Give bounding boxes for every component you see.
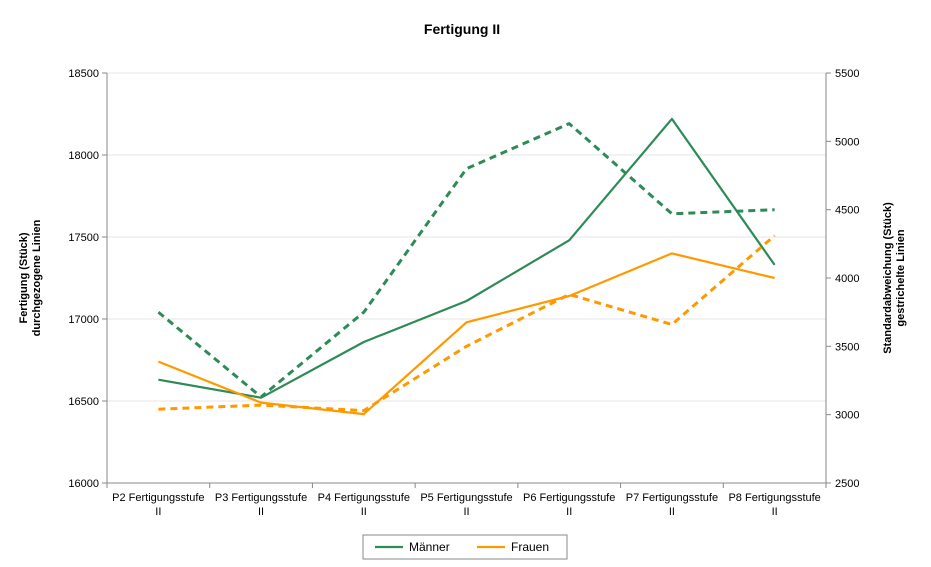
y-right-tick-label: 4000 xyxy=(835,273,859,285)
x-tick-label: P4 Fertigungsstufe II xyxy=(318,492,410,518)
y-left-tick-label: 16000 xyxy=(68,478,99,490)
y-left-tick-label: 18500 xyxy=(68,68,99,80)
y-left-tick-label: 17500 xyxy=(68,232,99,244)
x-tick-label: P7 Fertigungsstufe II xyxy=(626,492,718,518)
grid-lines xyxy=(107,72,826,402)
m-nner-series-line xyxy=(158,117,776,399)
y-left-tick-label: 17000 xyxy=(68,314,99,326)
legend: Männer Frauen xyxy=(362,534,568,560)
y-right-tick-label: 3500 xyxy=(835,341,859,353)
y-left-tick-label: 16500 xyxy=(68,396,99,408)
y-left-axis-title: Fertigung (Stück)durchgezogene Linien xyxy=(18,219,43,336)
x-tick-label: P8 Fertigungsstufe II xyxy=(728,492,820,518)
y-right-tick-label: 5500 xyxy=(835,68,859,80)
std-dev-3-series-line xyxy=(158,234,776,413)
y-right-tick-label: 3000 xyxy=(835,410,859,422)
frauen-series-line xyxy=(157,252,775,416)
y-right-tick-label: 2500 xyxy=(835,478,859,490)
y-right-tick-label: 4500 xyxy=(835,205,859,217)
legend-label: Männer xyxy=(409,540,450,554)
x-tick-label: P6 Fertigungsstufe II xyxy=(523,492,615,518)
legend-label: Frauen xyxy=(511,540,549,554)
tick-labels: 16000 16500 17000 17500 18000 18500 2500 3000 35… xyxy=(18,68,907,518)
series-lines xyxy=(157,117,776,416)
y-right-axis-title: Standardabweichung (Stück)gestrichelte L… xyxy=(882,202,907,354)
y-right-tick-label: 5000 xyxy=(835,136,859,148)
chart-title: Fertigung II xyxy=(424,21,500,37)
x-tick-label: P3 Fertigungsstufe II xyxy=(215,492,307,518)
x-tick-label: P2 Fertigungsstufe II xyxy=(112,492,204,518)
y-left-tick-label: 18000 xyxy=(68,150,99,162)
std-dev-2-series-line xyxy=(157,122,775,399)
x-tick-label: P5 Fertigungsstufe II xyxy=(420,492,512,518)
axes xyxy=(102,72,831,488)
